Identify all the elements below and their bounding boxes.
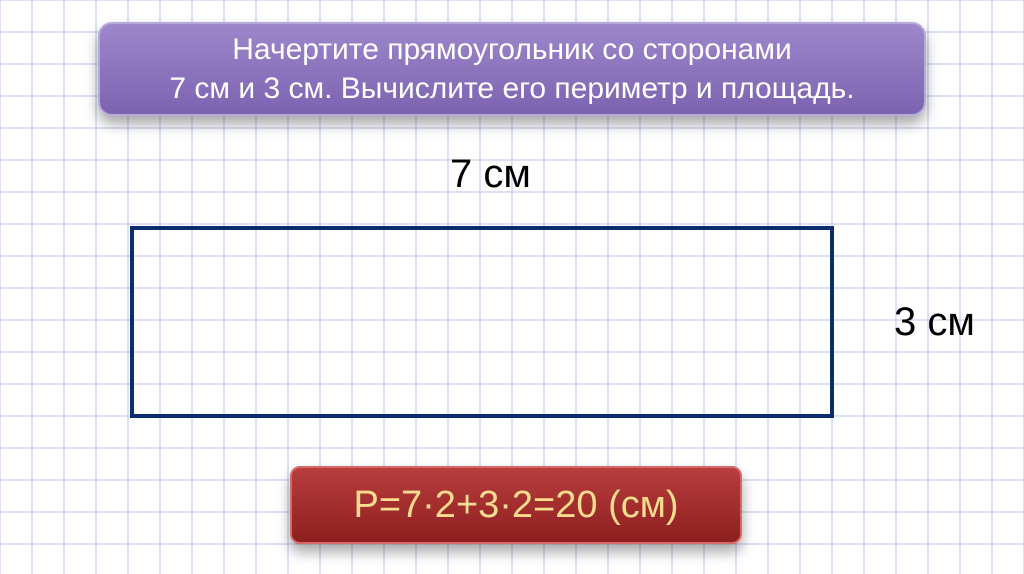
formula-text: P=7·2+3·2=20 (см): [353, 484, 678, 527]
perimeter-formula: P=7·2+3·2=20 (см): [290, 466, 742, 544]
height-label: 3 см: [894, 300, 975, 345]
rectangle-shape: [130, 226, 834, 418]
width-label: 7 см: [450, 152, 531, 197]
task-line-1: Начертите прямоугольник со сторонами: [232, 30, 791, 69]
task-line-2: 7 см и 3 см. Вычислите его периметр и пл…: [169, 69, 854, 108]
task-banner: Начертите прямоугольник со сторонами 7 с…: [98, 22, 926, 116]
